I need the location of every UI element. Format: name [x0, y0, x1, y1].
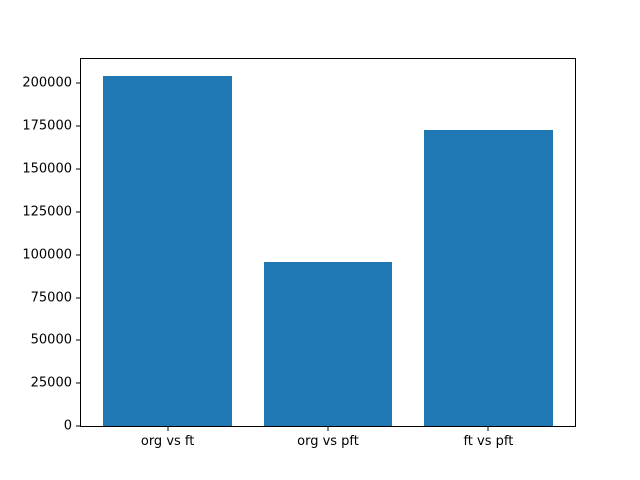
x-axis-tick: [487, 426, 489, 431]
plot-area: 0 25000 50000 75000 100000 125000 150000 175000…: [22, 58, 576, 449]
y-axis-tick-label: 100000: [22, 247, 72, 263]
bar-org-vs-ft: [103, 76, 232, 426]
y-axis-tick: [76, 125, 81, 127]
y-axis-tick-label: 175000: [22, 118, 72, 134]
y-axis-tick: [76, 168, 81, 170]
y-axis-tick-label: 25000: [30, 375, 72, 391]
x-axis-tick-label: org vs pft: [297, 434, 359, 449]
y-axis-tick-label: 0: [63, 418, 72, 434]
x-axis-tick-label: org vs ft: [140, 434, 195, 449]
y-axis-tick: [76, 82, 81, 84]
bar-ft-vs-pft: [424, 129, 553, 426]
y-axis-tick: [76, 254, 81, 256]
x-axis-tick-label: ft vs pft: [463, 434, 514, 449]
y-axis-tick-label: 75000: [30, 290, 72, 305]
y-axis-tick-label: 50000: [30, 332, 72, 348]
y-axis-tick-label: 150000: [22, 161, 72, 177]
y-axis-tick-label: 200000: [22, 75, 72, 91]
x-axis-tick: [327, 426, 329, 431]
y-axis-tick: [76, 425, 81, 427]
y-axis-tick-label: 125000: [22, 204, 72, 220]
y-axis-tick: [76, 297, 81, 298]
x-axis-tick: [167, 426, 169, 431]
y-axis-tick: [76, 211, 81, 213]
y-axis-tick: [76, 382, 81, 384]
bar-org-vs-pft: [263, 262, 393, 426]
y-axis-tick: [76, 339, 81, 341]
